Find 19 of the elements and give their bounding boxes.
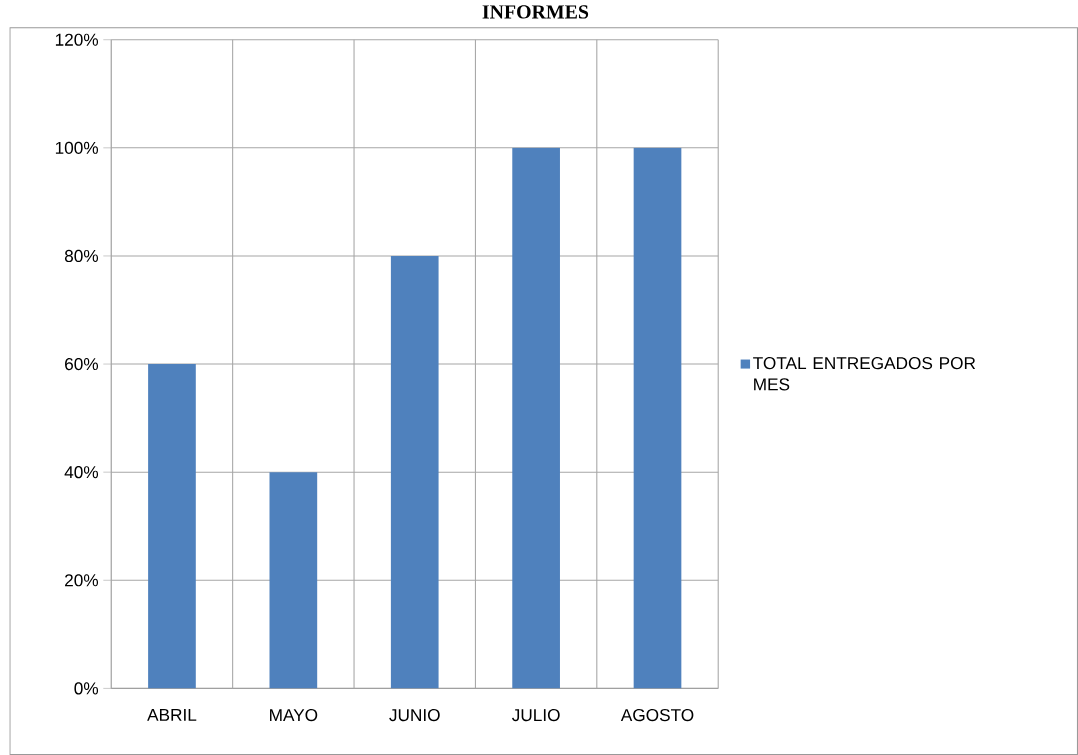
- bar: [390, 255, 439, 689]
- chart-title: INFORMES: [482, 5, 589, 19]
- y-tick-label: 60%: [65, 357, 99, 371]
- bar: [633, 147, 682, 689]
- legend-label: TOTAL ENTREGADOS POR MES: [753, 356, 976, 391]
- y-tick-label: 120%: [55, 33, 99, 46]
- x-tick-label: AGOSTO: [620, 708, 694, 722]
- y-tick-label: 0%: [74, 682, 99, 695]
- x-tick-label: MAYO: [270, 708, 318, 722]
- y-tick-label: 40%: [64, 466, 99, 479]
- bar: [269, 472, 318, 689]
- x-tick-label: JULIO: [511, 708, 560, 722]
- x-tick-label: ABRIL: [147, 708, 197, 721]
- bar: [148, 363, 196, 689]
- x-tick-label: JUNIO: [389, 708, 440, 722]
- bar: [512, 147, 560, 689]
- y-tick-label: 20%: [65, 574, 99, 587]
- y-tick-label: 100%: [55, 141, 99, 154]
- y-tick-label: 80%: [64, 249, 99, 262]
